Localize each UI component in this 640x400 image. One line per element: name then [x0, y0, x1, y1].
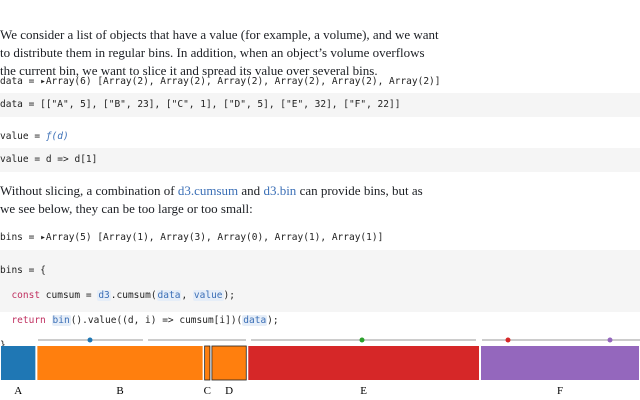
comma: ,	[181, 290, 188, 301]
data-code[interactable]: data = [["A", 5], ["B", 23], ["C", 1], […	[0, 93, 640, 117]
text: Without slicing, a combination of	[0, 183, 178, 198]
reference: data	[242, 315, 268, 326]
reference: bin	[51, 315, 71, 326]
var-name: bins	[0, 265, 23, 276]
item-label: C	[204, 385, 211, 397]
item-bar	[204, 345, 211, 381]
code-line: bins = {	[0, 264, 640, 278]
brace: }	[0, 340, 6, 351]
code: ().value((d, i) => cumsum[i])(	[70, 315, 243, 326]
bins-figure: A B C D E F	[1, 337, 640, 397]
identifier: cumsum	[45, 290, 81, 301]
equals: =	[34, 154, 41, 165]
item-bar	[1, 346, 36, 380]
value-output: value = ƒ(d)	[0, 130, 640, 144]
item-bar	[248, 346, 479, 380]
code: .cumsum(	[110, 290, 157, 301]
var-name: value	[0, 131, 29, 142]
text-line: We consider a list of objects that have …	[0, 27, 439, 42]
equals: =	[85, 290, 92, 301]
bin-dot	[87, 337, 93, 343]
param: d	[45, 154, 52, 165]
summary: [Array(2), Array(2), Array(2), Array(2),…	[97, 76, 441, 87]
item-label: B	[116, 385, 123, 397]
text: we see below, they can be too large or t…	[0, 201, 253, 216]
equals: =	[28, 76, 35, 87]
arrow: =>	[57, 154, 69, 165]
equals: =	[28, 99, 35, 110]
item-bar	[481, 346, 639, 380]
bin-dot	[505, 337, 511, 343]
type: Array(5)	[45, 232, 92, 243]
code: );	[223, 290, 235, 301]
item-label: A	[14, 385, 22, 397]
reference: data	[156, 290, 182, 301]
value-code[interactable]: value = d => d[1]	[0, 148, 640, 172]
var-name: data	[0, 99, 23, 110]
expand-caret[interactable]: ▸	[40, 76, 46, 87]
link[interactable]: d3.cumsum	[177, 183, 239, 198]
code: );	[267, 315, 279, 326]
code-line: return bin().value((d, i) => cumsum[i])(…	[0, 314, 640, 328]
text-line: to distribute them in regular bins. In a…	[0, 45, 425, 60]
var-name: value	[0, 154, 29, 165]
var-name: bins	[0, 232, 23, 243]
var-name: data	[0, 76, 23, 87]
paragraph: Without slicing, a combination of d3.cum…	[0, 182, 423, 218]
item-label: D	[225, 385, 233, 397]
item-label: F	[557, 385, 563, 397]
bin-dot	[607, 337, 613, 343]
bins-code[interactable]: bins = { const cumsum = d3.cumsum(data, …	[0, 250, 640, 351]
item-bar	[37, 346, 203, 380]
brace: {	[40, 265, 46, 276]
code: [["A", 5], ["B", 23], ["C", 1], ["D", 5]…	[40, 99, 401, 110]
intro-text: We consider a list of objects that have …	[0, 8, 439, 80]
keyword: const	[11, 290, 41, 301]
text: and	[238, 183, 264, 198]
reference: value	[192, 290, 224, 301]
item-bar	[211, 345, 247, 381]
text-line: the current bin, we want to slice it and…	[0, 63, 378, 78]
equals: =	[28, 265, 35, 276]
expand-caret[interactable]: ▸	[40, 232, 46, 243]
bins-output: bins = ▸Array(5) [Array(1), Array(3), Ar…	[0, 231, 640, 245]
type: Array(6)	[45, 76, 92, 87]
link[interactable]: d3.bin	[263, 183, 297, 198]
bin-dot	[359, 337, 365, 343]
summary: [Array(1), Array(3), Array(0), Array(1),…	[97, 232, 384, 243]
keyword: return	[11, 315, 46, 326]
text: can provide bins, but as	[296, 183, 423, 198]
reference: d3	[97, 290, 111, 301]
code-line: }	[0, 339, 640, 353]
function: ƒ(d)	[45, 131, 69, 142]
equals: =	[28, 232, 35, 243]
code: d[1]	[74, 154, 98, 165]
data-output: data = ▸Array(6) [Array(2), Array(2), Ar…	[0, 75, 640, 89]
equals: =	[34, 131, 41, 142]
item-label: E	[360, 385, 367, 397]
code-line: const cumsum = d3.cumsum(data, value);	[0, 289, 640, 303]
